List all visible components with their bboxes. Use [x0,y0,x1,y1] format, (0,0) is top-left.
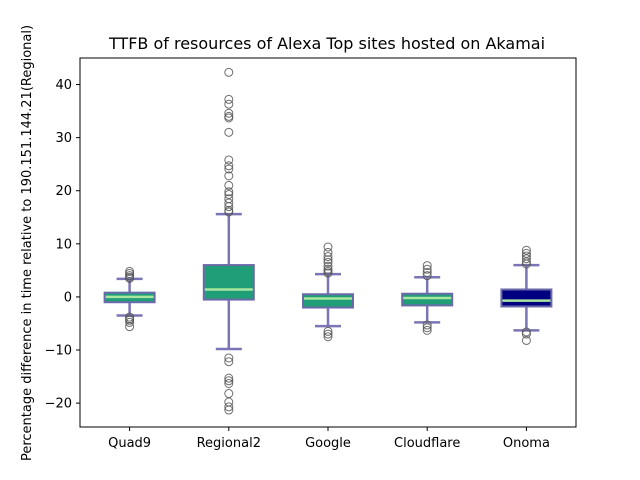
outlier-point [323,264,333,274]
outlier-point [125,315,135,325]
outlier-point [224,402,234,412]
y-tick-label: 0 [64,290,72,305]
outlier-point [125,317,135,327]
x-tick-label: Google [305,436,351,451]
y-tick-label: −10 [45,344,72,359]
outlier-point [224,207,234,217]
outlier-point [125,322,135,332]
outlier-point [224,397,234,407]
outlier-point [224,198,234,208]
outlier-point [323,252,333,262]
outlier-point [224,405,234,415]
outlier-point [224,113,234,123]
outlier-point [422,271,432,281]
y-tick-label: −20 [45,397,72,412]
y-tick-label: 20 [55,184,72,199]
outlier-point [323,261,333,271]
outlier-point [521,329,531,339]
outlier-point [422,320,432,330]
outlier-point [323,257,333,267]
y-tick-label: 40 [55,78,72,93]
outlier-point [422,325,432,335]
outlier-point [521,259,531,269]
box-body [202,264,255,301]
outlier-point [422,267,432,277]
outlier-point [224,99,234,109]
y-tick-label: 10 [55,237,72,252]
y-tick-label: 30 [55,131,72,146]
x-tick-label: Regional2 [197,436,261,451]
outlier-point [224,161,234,171]
outlier-point [422,264,432,274]
outlier-point [323,326,333,336]
outlier-point [125,273,135,283]
box-body [302,293,354,309]
x-tick-label: Onoma [503,436,550,451]
outlier-point [521,254,531,264]
outlier-point [422,261,432,271]
outlier-point [224,171,234,181]
outlier-point [224,94,234,104]
outlier-point [224,376,234,386]
outlier-point [125,269,135,279]
outlier-point [224,67,234,77]
outlier-point [323,268,333,278]
outlier-point [224,373,234,383]
outlier-point [422,323,432,333]
plot-frame [79,57,577,428]
outlier-point [224,389,234,399]
y-axis-label: Percentage difference in time relative t… [20,25,35,461]
outlier-point [224,353,234,363]
box-body [401,292,454,307]
outlier-point [224,378,234,388]
outlier-point [224,155,234,165]
x-tick-label: Cloudflare [394,436,460,451]
outlier-point [323,247,333,257]
outlier-point [521,257,531,267]
outlier-point [224,187,234,197]
outlier-point [224,108,234,118]
outlier-point [125,266,135,276]
outlier-point [323,255,333,265]
outlier-point [323,242,333,252]
outlier-point [224,202,234,212]
outlier-point [323,329,333,339]
outlier-point [323,332,333,342]
outlier-point [224,127,234,137]
outlier-point [521,335,531,345]
box-body [500,288,553,308]
x-tick-label: Quad9 [108,436,151,451]
chart-title: TTFB of resources of Alexa Top sites hos… [108,34,545,53]
outlier-point [224,357,234,367]
outlier-point [224,180,234,190]
outlier-point [224,164,234,174]
plot-area: −20 −10 0 10 20 30 40 Quad9 Regional2 Google Cloud… [45,57,577,451]
